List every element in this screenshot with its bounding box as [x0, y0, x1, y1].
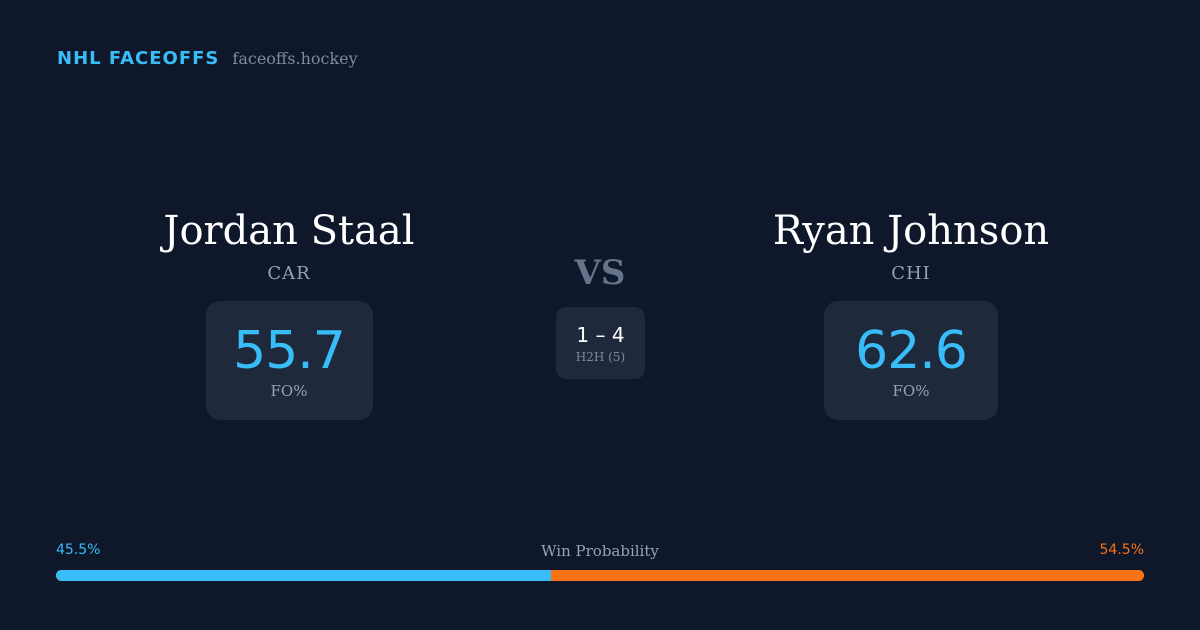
- player-right: Ryan Johnson CHI 62.6 FO%: [681, 205, 1141, 420]
- win-probability-bar-right: [551, 570, 1144, 581]
- player-left-stat-card: 55.7 FO%: [205, 301, 373, 420]
- vs-label: VS: [574, 253, 626, 293]
- win-probability-bar-left: [56, 570, 552, 581]
- win-probability: 45.5% Win Probability 54.5%: [56, 542, 1144, 581]
- brand-site: faceoffs.hockey: [232, 49, 358, 68]
- player-left-team: CAR: [267, 263, 311, 284]
- player-left: Jordan Staal CAR 55.7 FO%: [59, 205, 519, 420]
- win-probability-left-label: 45.5%: [56, 542, 101, 558]
- player-right-team: CHI: [891, 263, 931, 284]
- brand-header: NHL FACEOFFS faceoffs.hockey: [57, 48, 358, 74]
- win-probability-right-label: 54.5%: [1099, 542, 1144, 558]
- h2h-label: H2H (5): [575, 349, 626, 364]
- player-left-fo-label: FO%: [270, 381, 308, 400]
- win-probability-bar: [56, 570, 1144, 581]
- player-right-fo-label: FO%: [892, 381, 930, 400]
- h2h-record: 1 – 4: [576, 322, 625, 347]
- player-left-fo-value: 55.7: [233, 320, 346, 381]
- brand-name: NHL FACEOFFS: [57, 48, 220, 69]
- win-probability-labels: 45.5% Win Probability 54.5%: [56, 542, 1144, 564]
- player-right-fo-value: 62.6: [855, 320, 968, 381]
- win-probability-title: Win Probability: [541, 542, 659, 560]
- player-right-name: Ryan Johnson: [772, 208, 1050, 254]
- player-right-stat-card: 62.6 FO%: [824, 301, 998, 420]
- h2h-card: 1 – 4 H2H (5): [556, 307, 645, 379]
- player-left-name: Jordan Staal: [163, 208, 415, 254]
